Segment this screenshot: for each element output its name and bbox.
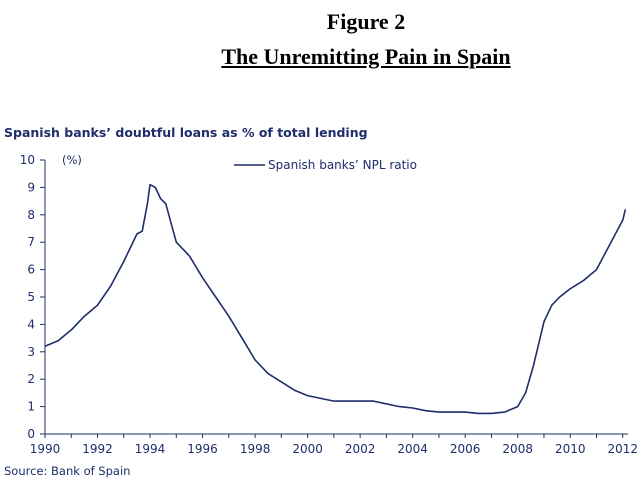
y-axis-label: (%): [62, 153, 82, 167]
x-tick-label: 2000: [292, 442, 323, 456]
y-tick-label: 10: [20, 153, 35, 167]
y-tick-label: 6: [27, 263, 35, 277]
x-tick-label: 2010: [555, 442, 586, 456]
x-tick-label: 1998: [240, 442, 271, 456]
x-tick-label: 2008: [502, 442, 533, 456]
x-tick-label: 2012: [607, 442, 638, 456]
figure-title: The Unremitting Pain in Spain: [221, 44, 511, 69]
chart-source: Source: Bank of Spain: [4, 464, 131, 478]
chart-title: Spanish banks’ doubtful loans as % of to…: [4, 125, 368, 140]
series-line: [44, 183, 627, 415]
y-tick-label: 9: [27, 180, 35, 194]
series-layer: [44, 183, 627, 415]
x-tick-label: 1990: [30, 442, 61, 456]
x-tick-label: 1992: [82, 442, 113, 456]
x-tick-label: 2004: [397, 442, 428, 456]
axes: 0 1 2 3 4 5 6 7 8 9 10 1990 1992 1994 1996 1998 2000 2002…: [20, 153, 638, 456]
y-tick-label: 8: [27, 208, 35, 222]
x-tick-label: 1996: [187, 442, 218, 456]
y-tick-label: 4: [27, 317, 35, 331]
legend: Spanish banks’ NPL ratio: [234, 158, 417, 172]
figure-label: Figure 2: [326, 9, 406, 34]
x-tick-label: 2002: [345, 442, 376, 456]
y-tick-label: 5: [27, 290, 35, 304]
x-tick-label: 1994: [135, 442, 166, 456]
legend-label: Spanish banks’ NPL ratio: [268, 158, 417, 172]
y-tick-label: 0: [27, 427, 35, 441]
y-tick-label: 2: [27, 372, 35, 386]
y-tick-label: 1: [27, 400, 35, 414]
y-tick-label: 7: [27, 235, 35, 249]
y-tick-label: 3: [27, 345, 35, 359]
x-tick-label: 2006: [450, 442, 481, 456]
